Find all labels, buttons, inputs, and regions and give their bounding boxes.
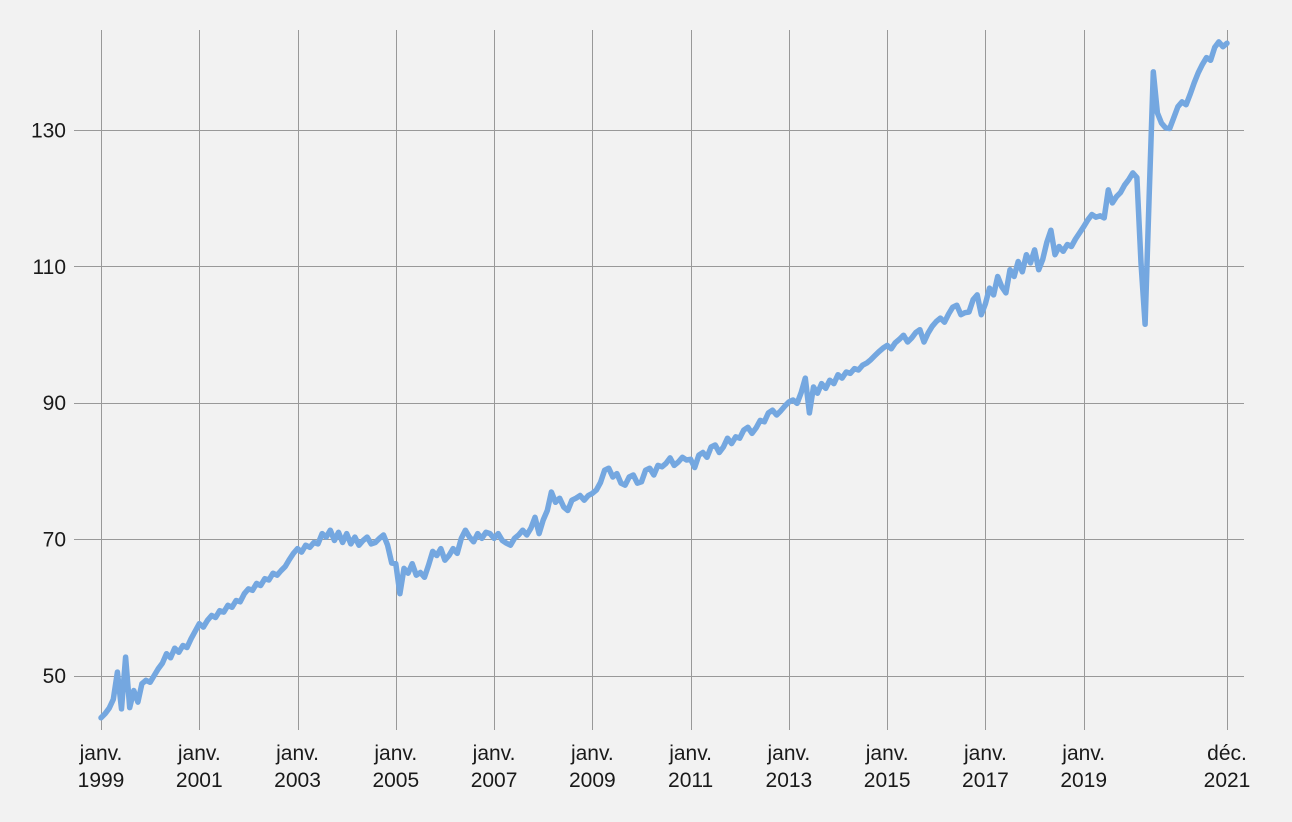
x-axis-tick-label: janv. 2005 bbox=[372, 742, 419, 792]
x-axis-tick-label: janv. 2017 bbox=[962, 742, 1009, 792]
series-line bbox=[98, 39, 1230, 721]
x-axis-tick-label: janv. 2019 bbox=[1060, 742, 1107, 792]
y-axis-tick-label: 90 bbox=[43, 392, 66, 415]
x-axis-tick-label: janv. 1999 bbox=[78, 742, 125, 792]
y-axis-tick-label: 130 bbox=[31, 119, 66, 142]
y-axis-tick-label: 50 bbox=[43, 665, 66, 688]
x-axis-tick-label: janv. 2011 bbox=[668, 742, 713, 792]
y-axis-tick-label: 70 bbox=[43, 529, 66, 552]
data-series bbox=[98, 39, 1230, 721]
gridlines bbox=[74, 30, 1244, 730]
x-axis-tick-label: janv. 2001 bbox=[176, 742, 223, 792]
x-axis-tick-label: janv. 2007 bbox=[471, 742, 518, 792]
x-axis-tick-label: janv. 2013 bbox=[766, 742, 813, 792]
axis-labels: 50 70 90 110 130 janv. 1999 janv. 2001 janv. 2003 j… bbox=[31, 119, 1250, 792]
x-axis-tick-label: janv. 2003 bbox=[274, 742, 321, 792]
y-axis-tick-label: 110 bbox=[33, 256, 66, 279]
x-axis-tick-label: déc. 2021 bbox=[1204, 742, 1251, 792]
x-axis-tick-label: janv. 2009 bbox=[569, 742, 616, 792]
x-axis-tick-label: janv. 2015 bbox=[864, 742, 911, 792]
